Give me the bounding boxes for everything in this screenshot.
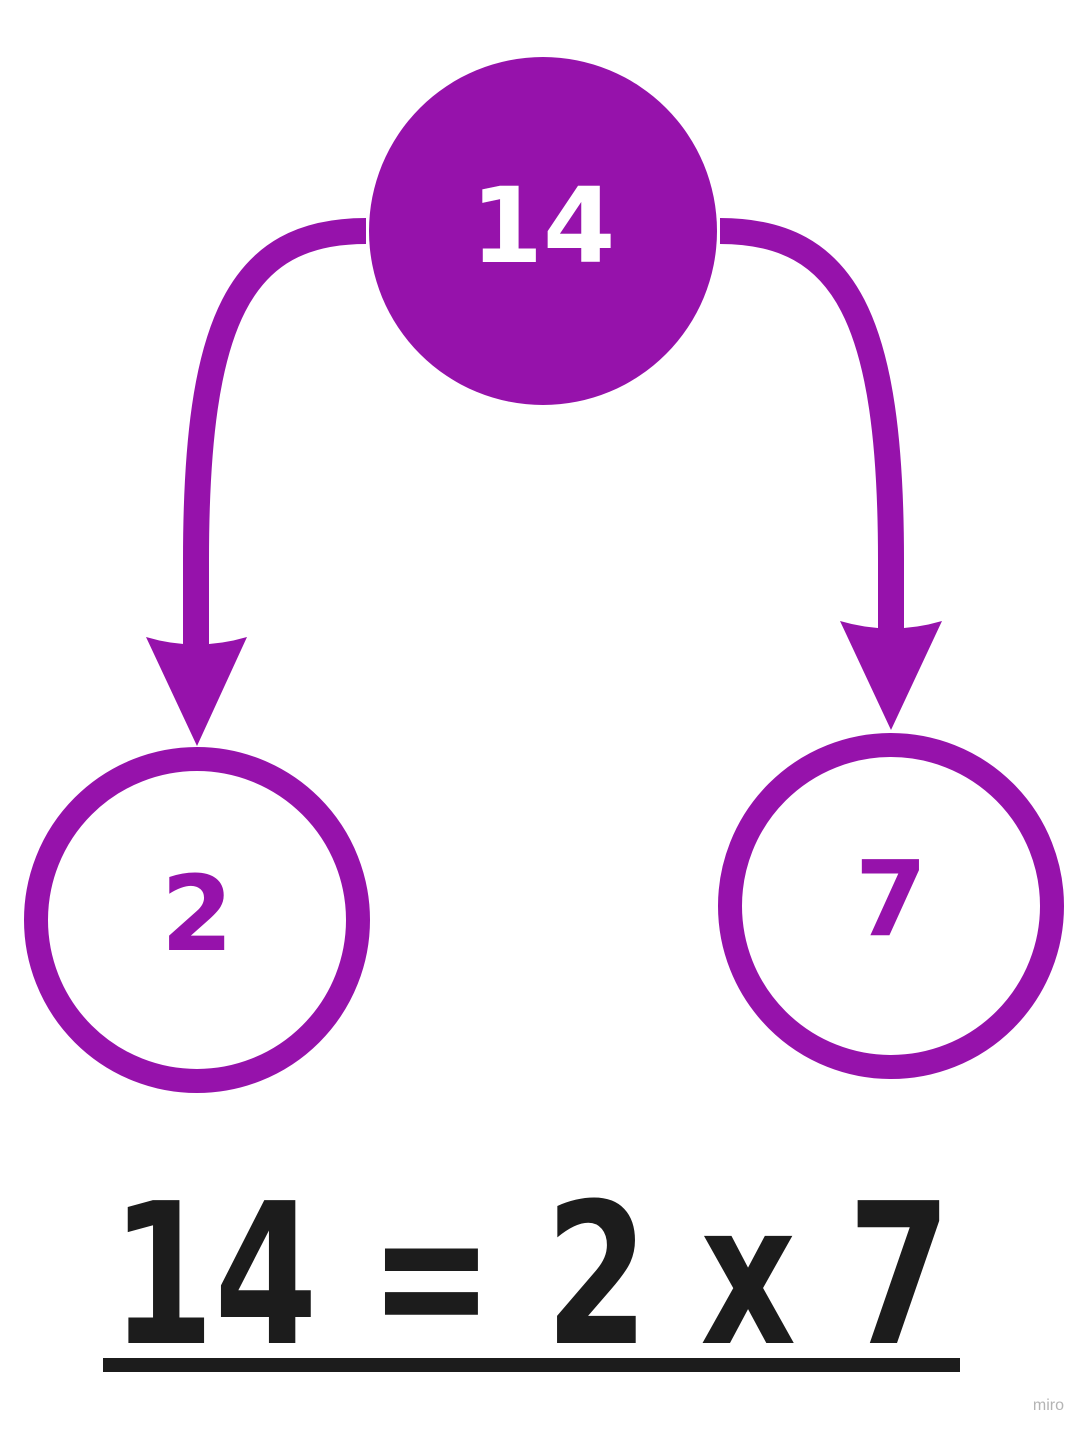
watermark-logo: miro xyxy=(1033,1397,1064,1414)
left-child-node: 2 xyxy=(24,747,370,1093)
right-child-value: 7 xyxy=(855,838,927,960)
equation: 14 = 2 x 7 xyxy=(103,1162,960,1390)
arrowhead-left xyxy=(146,637,247,746)
root-node-value: 14 xyxy=(471,165,616,287)
left-child-circle xyxy=(24,747,370,1093)
right-child-circle xyxy=(718,733,1064,1079)
left-child-value: 2 xyxy=(161,853,233,975)
arrow-root-to-right xyxy=(719,218,942,730)
arrowhead-right xyxy=(840,621,942,730)
equation-underline xyxy=(103,1358,960,1372)
root-node: 14 xyxy=(369,57,717,405)
arrow-shaft-right xyxy=(719,218,904,632)
right-child-node: 7 xyxy=(718,733,1064,1079)
arrow-root-to-left xyxy=(146,218,367,746)
equation-text: 14 = 2 x 7 xyxy=(111,1162,951,1390)
root-node-circle xyxy=(369,57,717,405)
arrow-shaft-left xyxy=(183,218,367,648)
